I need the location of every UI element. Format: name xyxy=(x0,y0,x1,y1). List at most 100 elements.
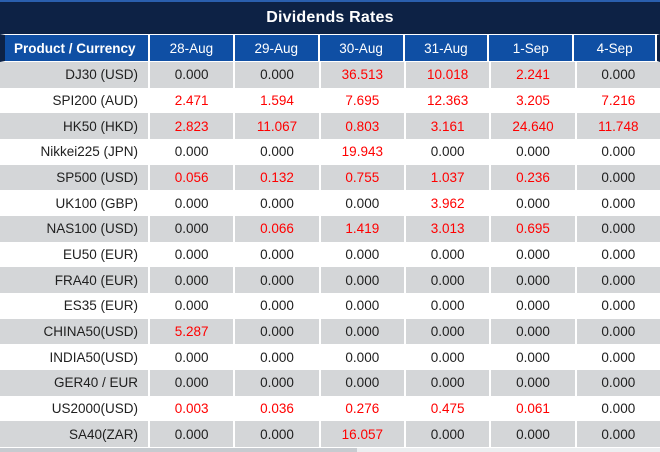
value-cell: 0.000 xyxy=(148,344,233,371)
value-cell: 0.003 xyxy=(148,395,233,422)
value-cell: 2.471 xyxy=(148,87,233,114)
value-cell: 0.066 xyxy=(233,216,318,242)
value-cell: 0.000 xyxy=(574,318,660,345)
header-cell-date: 29-Aug xyxy=(232,35,318,61)
value-cell: 7.216 xyxy=(574,87,660,114)
value-cell: 0.000 xyxy=(574,241,660,268)
value-cell: 0.000 xyxy=(318,267,404,294)
value-cell: 0.000 xyxy=(233,344,318,371)
value-cell: 0.000 xyxy=(574,421,660,448)
product-cell: EU50 (EUR) xyxy=(62,247,138,263)
value-cell: 0.036 xyxy=(233,395,318,422)
value-cell: 0.000 xyxy=(574,139,660,165)
header-row: Product / Currency 28-Aug 29-Aug 30-Aug 31-A… xyxy=(0,34,660,62)
header-cell-product-currency: Product / Currency xyxy=(14,40,136,56)
value-cell: 11.748 xyxy=(574,113,660,140)
value-cell: 7.695 xyxy=(318,87,404,114)
table-row: INDIA50(USD) 0.000 0.000 0.000 0.000 0.000 0.0… xyxy=(0,344,660,371)
value-cell: 0.000 xyxy=(318,318,404,345)
product-cell: Nikkei225 (JPN) xyxy=(40,144,138,160)
header-cell-date: 31-Aug xyxy=(402,35,488,61)
product-cell: DJ30 (USD) xyxy=(65,67,138,83)
value-cell: 0.000 xyxy=(489,139,574,165)
value-cell: 0.000 xyxy=(148,139,233,165)
value-cell: 0.000 xyxy=(574,164,660,191)
value-cell: 5.287 xyxy=(148,318,233,345)
table-row: SPI200 (AUD) 2.471 1.594 7.695 12.363 3.205 7.… xyxy=(0,87,660,114)
value-cell: 1.037 xyxy=(404,164,489,191)
value-cell: 0.000 xyxy=(574,370,660,396)
value-cell: 0.000 xyxy=(148,216,233,242)
value-cell: 0.000 xyxy=(574,62,660,88)
value-cell: 3.962 xyxy=(404,190,489,217)
product-cell: US2000(USD) xyxy=(51,401,138,417)
title-bar: Dividends Rates xyxy=(0,2,660,34)
product-cell: SPI200 (AUD) xyxy=(52,93,138,108)
value-cell: 0.000 xyxy=(233,370,318,396)
value-cell: 0.000 xyxy=(574,216,660,242)
table-row: Nikkei225 (JPN) 0.000 0.000 19.943 0.000 0.00… xyxy=(0,139,660,165)
value-cell: 0.000 xyxy=(404,421,489,448)
bottom-strip-segment xyxy=(0,448,357,452)
value-cell: 0.000 xyxy=(233,241,318,268)
value-cell: 0.000 xyxy=(233,318,318,345)
value-cell: 0.000 xyxy=(574,267,660,294)
table-row: HK50 (HKD) 2.823 11.067 0.803 3.161 24.640 11.… xyxy=(0,113,660,140)
value-cell: 0.000 xyxy=(489,421,574,448)
product-cell: SP500 (USD) xyxy=(56,170,138,186)
bottom-strip xyxy=(0,447,660,452)
value-cell: 10.018 xyxy=(404,62,489,88)
table-row: SP500 (USD) 0.056 0.132 0.755 1.037 0.236 0.00… xyxy=(0,164,660,191)
value-cell: 0.000 xyxy=(404,241,489,268)
value-cell: 11.067 xyxy=(233,113,318,140)
header-cell-date: 4-Sep xyxy=(572,35,657,61)
value-cell: 19.943 xyxy=(318,139,404,165)
value-cell: 0.000 xyxy=(148,293,233,319)
product-cell: CHINA50(USD) xyxy=(43,324,138,340)
table-row: GER40 / EUR 0.000 0.000 0.000 0.000 0.000 0.00… xyxy=(0,370,660,396)
value-cell: 0.000 xyxy=(148,241,233,268)
value-cell: 0.000 xyxy=(489,370,574,396)
table-row: EU50 (EUR) 0.000 0.000 0.000 0.000 0.000 0.000 xyxy=(0,241,660,268)
value-cell: 2.823 xyxy=(148,113,233,140)
value-cell: 0.475 xyxy=(404,395,489,422)
value-cell: 0.000 xyxy=(148,370,233,396)
table-row: US2000(USD) 0.003 0.036 0.276 0.475 0.061 0.00… xyxy=(0,395,660,422)
value-cell: 0.000 xyxy=(489,344,574,371)
product-cell: SA40(ZAR) xyxy=(68,426,138,442)
value-cell: 0.000 xyxy=(148,62,233,88)
value-cell: 0.695 xyxy=(489,216,574,242)
value-cell: 0.000 xyxy=(489,241,574,268)
value-cell: 0.000 xyxy=(489,267,574,294)
value-cell: 0.000 xyxy=(404,344,489,371)
value-cell: 0.276 xyxy=(318,395,404,422)
header-cell-date: 28-Aug xyxy=(148,35,233,61)
value-cell: 0.803 xyxy=(318,113,404,140)
value-cell: 1.594 xyxy=(233,87,318,114)
value-cell: 3.161 xyxy=(404,113,489,140)
table-row: DJ30 (USD) 0.000 0.000 36.513 10.018 2.241 0.0… xyxy=(0,62,660,88)
value-cell: 0.000 xyxy=(318,241,404,268)
value-cell: 1.419 xyxy=(318,216,404,242)
value-cell: 2.241 xyxy=(489,62,574,88)
value-cell: 0.000 xyxy=(148,267,233,294)
value-cell: 0.000 xyxy=(574,293,660,319)
value-cell: 24.640 xyxy=(489,113,574,140)
value-cell: 36.513 xyxy=(318,62,404,88)
value-cell: 0.000 xyxy=(574,395,660,422)
value-cell: 0.000 xyxy=(233,190,318,217)
value-cell: 0.000 xyxy=(318,190,404,217)
product-cell: GER40 / EUR xyxy=(53,375,138,391)
value-cell: 0.000 xyxy=(574,190,660,217)
product-cell: HK50 (HKD) xyxy=(62,118,138,134)
value-cell: 0.000 xyxy=(318,293,404,319)
value-cell: 0.000 xyxy=(404,293,489,319)
top-accent-line xyxy=(0,0,660,2)
value-cell: 0.000 xyxy=(404,318,489,345)
value-cell: 0.000 xyxy=(404,370,489,396)
value-cell: 0.056 xyxy=(148,164,233,191)
value-cell: 0.000 xyxy=(574,344,660,371)
value-cell: 0.000 xyxy=(404,267,489,294)
table-body: DJ30 (USD) 0.000 0.000 36.513 10.018 2.241 0.0… xyxy=(0,62,660,448)
